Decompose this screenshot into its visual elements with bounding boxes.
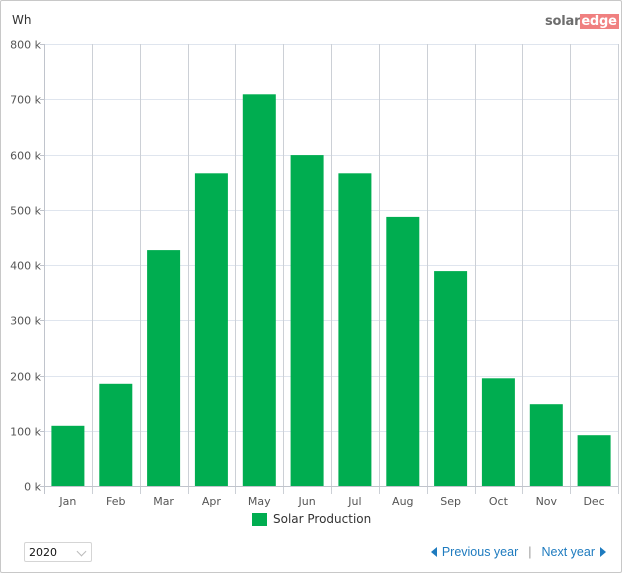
year-select[interactable]: 2020 [24,542,92,562]
caret-right-icon [600,547,606,557]
legend-swatch [252,512,267,526]
year-select-value: 2020 [29,545,57,559]
y-tick-label: 100 k [10,426,41,439]
y-tick-label: 200 k [10,371,41,384]
logo-solar-text: solar [545,14,581,29]
bar-sep[interactable] [434,271,468,486]
x-tick-label: Jun [298,495,316,508]
bar-jan[interactable] [51,425,85,486]
y-tick-label: 300 k [10,315,41,328]
y-axis-unit-label: Wh [12,13,32,27]
x-tick-label: Oct [489,495,509,508]
nav-separator: | [528,545,532,559]
bar-oct[interactable] [481,378,515,486]
previous-year-label: Previous year [441,545,519,559]
x-tick-label: Jan [58,495,76,508]
legend-item-solar-production[interactable]: Solar Production [252,512,371,526]
caret-left-icon [430,547,437,557]
bar-dec[interactable] [577,435,611,486]
bar-apr[interactable] [194,173,228,487]
bars [51,94,611,487]
x-tick-label: Mar [153,495,174,508]
x-tick-label: Feb [106,495,125,508]
bar-mar[interactable] [147,250,181,486]
x-tick-label: May [248,495,271,508]
bar-nov[interactable] [529,404,563,486]
previous-year-link[interactable]: Previous year [430,545,519,559]
bar-aug[interactable] [386,216,420,486]
y-tick-label: 700 k [10,94,41,107]
x-axis-labels: Jan Feb Mar Apr May Jun Jul Aug Sep Oct Nov Dec [58,495,604,508]
x-tick-label: Sep [440,495,461,508]
legend-label: Solar Production [273,512,372,526]
bar-jun[interactable] [290,155,324,486]
bar-feb[interactable] [99,383,133,486]
x-tick-label: Nov [536,495,558,508]
next-year-link[interactable]: Next year [541,545,606,559]
x-tick-label: Dec [583,495,604,508]
y-axis-labels: 0 k 100 k 200 k 300 k 400 k 500 k 600 k 700 k 80… [10,39,41,494]
logo-edge-text: edge [580,14,619,29]
vertical-gridlines [92,44,619,494]
axes [40,44,618,494]
y-tick-label: 400 k [10,260,41,273]
bar-jul[interactable] [338,173,372,487]
x-tick-label: Aug [392,495,413,508]
y-tick-label: 600 k [10,150,41,163]
y-tick-label: 500 k [10,205,41,218]
x-tick-label: Jul [347,495,361,508]
next-year-label: Next year [541,545,596,559]
y-tick-label: 0 k [24,481,41,494]
y-tick-label: 800 k [10,39,41,52]
year-navigation: Previous year | Next year [430,545,606,559]
solaredge-logo: solaredge [545,14,619,30]
chevron-down-icon [76,546,87,557]
x-tick-label: Apr [202,495,222,508]
bar-may[interactable] [242,94,276,487]
